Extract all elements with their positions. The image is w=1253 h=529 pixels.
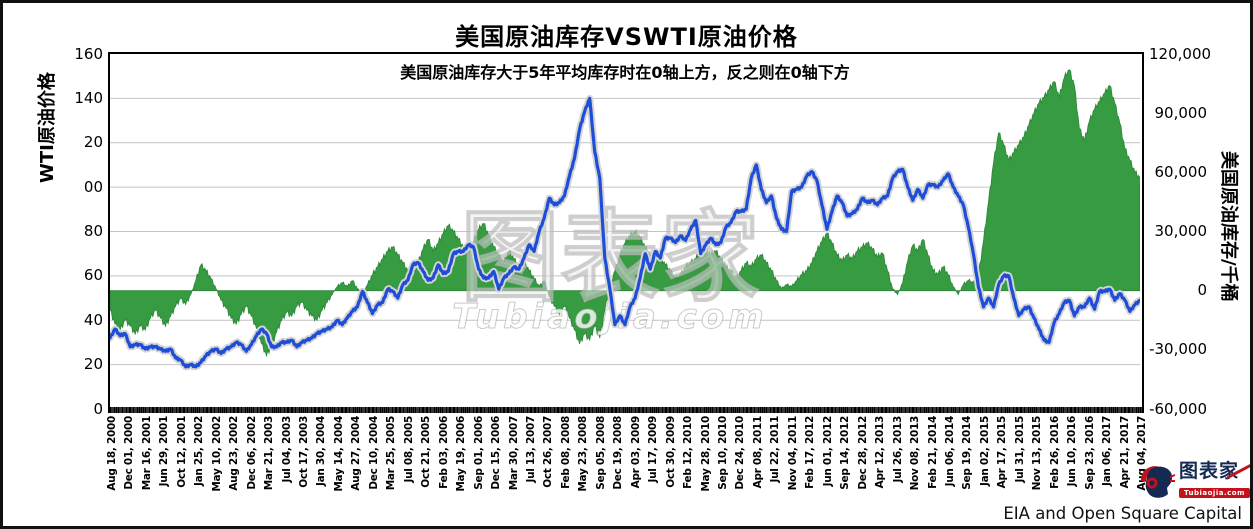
x-axis-tick-label: Dec 01, 2000	[123, 416, 136, 490]
x-axis-tick-label: Jul 04, 2003	[280, 416, 293, 483]
x-axis-tick-label: May 19, 2006	[455, 416, 468, 492]
inventory-area-series	[110, 69, 1140, 358]
x-axis-tick-label: May 28, 2010	[699, 416, 712, 492]
x-axis-tick-label: Mar 16, 2001	[140, 416, 153, 491]
x-axis-tick-label: Jul 26, 2013	[891, 416, 904, 483]
x-axis-tick-label: Sep 05, 2008	[594, 416, 607, 490]
x-axis-tick-label: Jun 01, 2012	[821, 416, 834, 487]
x-axis-tick-label: Nov 13, 2015	[1031, 416, 1044, 491]
x-axis-tick-label: Dec 06, 2002	[245, 416, 258, 490]
x-axis-tick-label: Feb 26, 2016	[1048, 416, 1061, 489]
x-axis-tick-label: Feb 08, 2008	[559, 416, 572, 489]
right-axis-tick-label: 60,000	[1154, 162, 1208, 181]
x-axis-tick-label: Feb 12, 2010	[682, 416, 695, 489]
wti-line-series	[110, 96, 1140, 369]
left-axis-tick-label: 20	[83, 355, 103, 374]
x-axis-tick-label: Jan 25, 2002	[193, 416, 206, 487]
x-axis-tick-label: Oct 30, 2009	[664, 416, 677, 488]
chart-title: 美国原油库存VSWTI原油价格	[455, 23, 798, 51]
x-axis-tick-label: Jul 17, 2009	[647, 416, 660, 483]
watermark-en: Tubiaojia.com	[452, 297, 767, 337]
left-axis-title: WTI原油价格	[37, 72, 58, 183]
x-axis-tick-label: Dec 24, 2010	[734, 416, 747, 490]
x-axis-tick-label: Dec 10, 2004	[367, 416, 380, 490]
x-axis-tick-label: Mar 30, 2007	[507, 416, 520, 491]
x-axis-tick-label: Oct 21, 2005	[420, 416, 433, 488]
x-axis-tick-label: Jul 31, 2015	[1013, 416, 1026, 483]
left-axis-tick-label: 00	[83, 177, 103, 196]
x-axis-tick-label: Aug 27, 2004	[350, 416, 363, 491]
x-axis-tick-label: Dec 15, 2006	[490, 416, 503, 490]
x-axis-tick-label: Jul 08, 2005	[402, 416, 415, 483]
left-axis-tick-label: 40	[83, 310, 103, 329]
x-axis-tick-label: Sep 10, 2010	[717, 416, 730, 490]
x-axis-tick-label: Mar 21, 2003	[263, 416, 276, 491]
x-axis-tick-label: Nov 08, 2013	[909, 416, 922, 491]
x-axis-tick-label: Apr 17, 2015	[996, 416, 1009, 489]
watermark-cn: 图表家	[460, 199, 760, 316]
x-axis-tick-label: Jun 06, 2014	[943, 416, 956, 487]
x-axis-tick-label: Dec 19, 2008	[612, 416, 625, 490]
right-axis-tick-label: 0	[1197, 281, 1207, 300]
x-axis-tick-label: Dec 28, 2012	[856, 416, 869, 490]
x-axis-tick-label: Jun 29, 2001	[158, 416, 171, 487]
x-axis-tick-label: Feb 17, 2012	[804, 416, 817, 489]
x-axis-tick-label: Apr 21, 2017	[1118, 416, 1131, 489]
right-axis-tick-label: -60,000	[1149, 399, 1207, 418]
x-axis-tick-label: Sep 01, 2006	[472, 416, 485, 490]
x-axis-tick-label: Jan 06, 2017	[1101, 416, 1114, 487]
right-axis-title: 美国原油库存/千桶	[1218, 151, 1239, 302]
left-axis-tick-label: 20	[83, 133, 103, 152]
x-axis-tick-label: Jul 13, 2007	[524, 416, 537, 483]
x-axis-tick-label: Feb 21, 2014	[926, 416, 939, 489]
x-axis-tick-label: May 23, 2008	[577, 416, 590, 492]
x-axis-tick-label: Aug 23, 2002	[228, 416, 241, 491]
attribution-text: EIA and Open Square Capital	[1003, 504, 1242, 523]
right-axis-tick-label: 90,000	[1154, 103, 1208, 122]
x-axis-tick-label: Sep 19, 2014	[961, 416, 974, 490]
right-axis-tick-label: 120,000	[1149, 44, 1212, 63]
chart-subtitle: 美国原油库存大于5年平均库存时在0轴上方，反之则在0轴下方	[400, 63, 850, 82]
logo-head-icon	[1140, 465, 1176, 498]
x-axis-weekly-tick-band	[110, 407, 1142, 413]
logo-brand-text: 图表家	[1179, 462, 1250, 481]
right-axis-tick-label: -30,000	[1149, 340, 1207, 359]
x-axis-tick-label: May 14, 2004	[332, 416, 345, 492]
left-axis-tick-label: 0	[93, 399, 103, 418]
x-axis-tick-label: Apr 12, 2013	[874, 416, 887, 489]
x-axis-tick-label: Oct 17, 2003	[298, 416, 311, 488]
x-axis-tick-label: Aug 18, 2000	[106, 416, 118, 491]
left-axis-tick-label: 80	[83, 222, 103, 240]
x-axis-tick-label: Feb 03, 2006	[437, 416, 450, 489]
logo-domain-badge: Tubiaojia.com	[1179, 488, 1250, 498]
brand-logo: 图表家 Tubiaojia.com	[1137, 458, 1250, 503]
x-axis-tick-label: Mar 25, 2005	[385, 416, 398, 491]
x-axis-tick-label: Sep 23, 2016	[1083, 416, 1096, 490]
x-axis-tick-label: Oct 12, 2001	[175, 416, 188, 488]
x-axis-tick-label: Jan 02, 2015	[978, 416, 991, 487]
x-axis-tick-label: Jan 30, 2004	[315, 416, 328, 487]
x-axis-tick-label: Apr 03, 2009	[629, 416, 642, 489]
left-axis-tick-label: 60	[83, 266, 103, 285]
x-axis-tick-label: Sep 14, 2012	[839, 416, 852, 490]
x-axis-tick-label: Oct 26, 2007	[542, 416, 555, 488]
left-axis-tick-label: 160	[74, 44, 103, 63]
x-axis-tick-label: Nov 04, 2011	[786, 416, 799, 491]
x-axis-tick-label: Jun 10, 2016	[1066, 416, 1079, 487]
x-axis-tick-label: Apr 08, 2011	[751, 416, 764, 489]
left-axis-tick-label: 140	[74, 88, 103, 107]
right-axis-tick-label: 30,000	[1154, 222, 1208, 240]
x-axis-tick-label: May 10, 2002	[210, 416, 223, 492]
x-axis-tick-label: Jul 22, 2011	[769, 416, 782, 483]
